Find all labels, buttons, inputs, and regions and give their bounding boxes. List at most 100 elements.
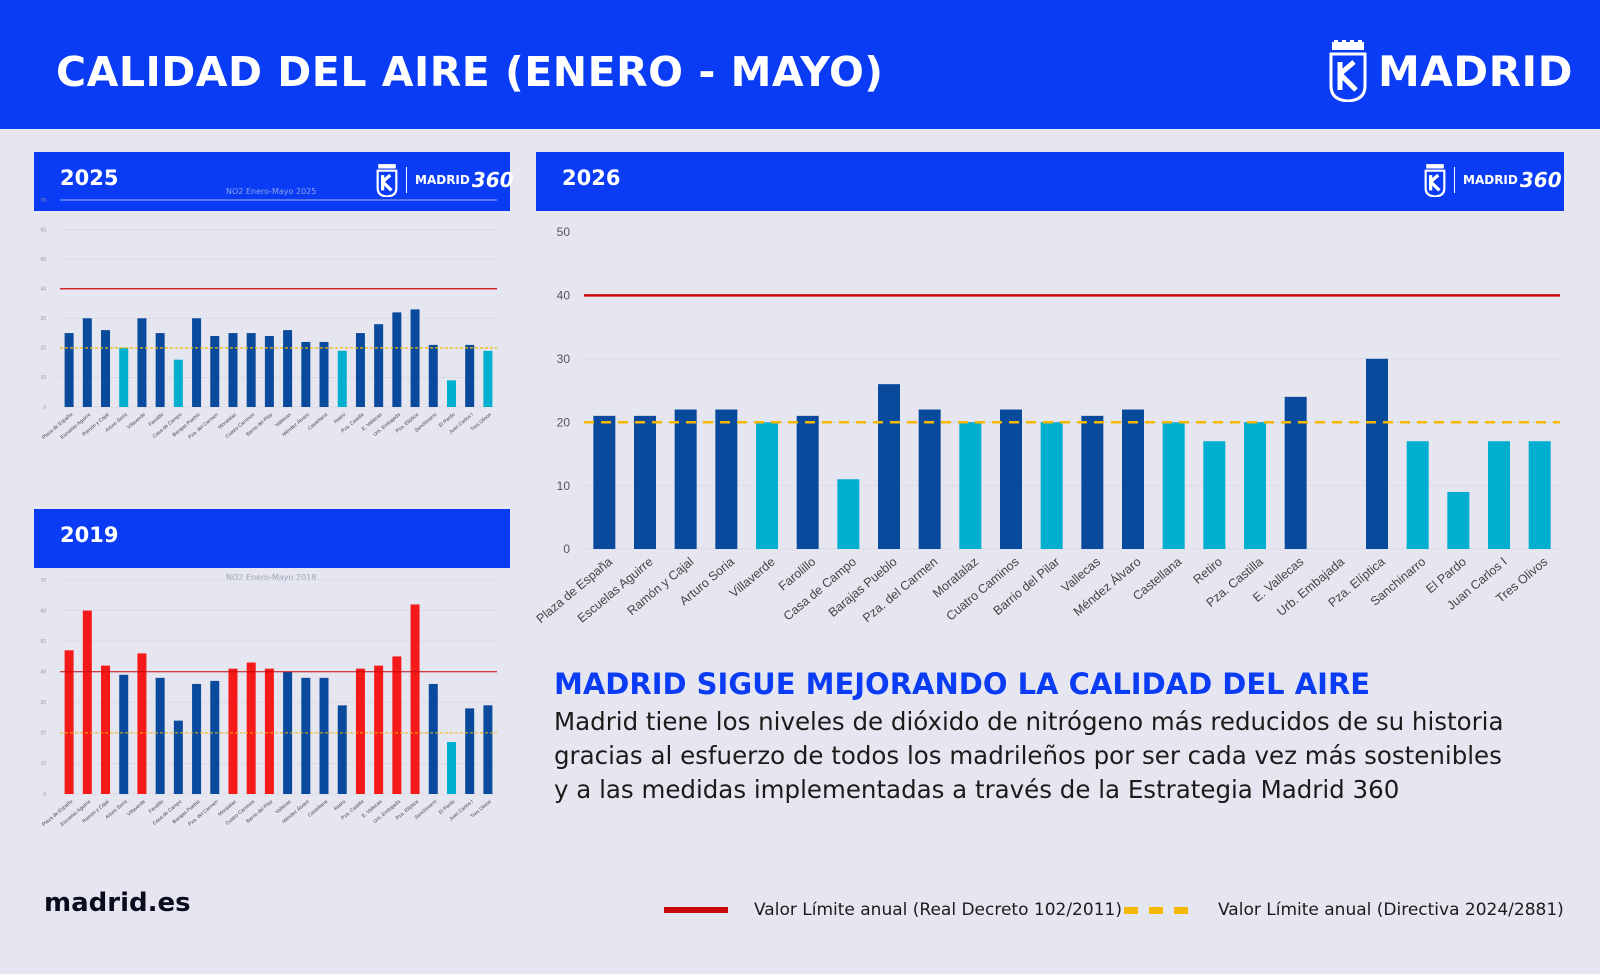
y-tick-label: 50 [557,225,571,239]
bar [82,610,92,794]
bar [301,341,311,407]
bar [192,318,202,407]
bar [319,677,329,794]
bar [878,384,900,549]
bar [337,705,347,794]
bar [374,324,384,407]
bar [1244,422,1266,549]
legend-label: Valor Límite anual (Directiva 2024/2881) [1218,900,1564,920]
madrid-logo-text: MADRID [1378,46,1573,96]
legend-swatch-dashed-yellow [1124,906,1188,914]
x-tick-label: Retiro [333,412,347,425]
bar [837,479,860,549]
x-tick-label: Retiro [333,799,347,812]
bar [1447,491,1470,549]
bar [228,668,238,794]
bar [119,347,129,407]
x-tick-label: Cuatro Caminos [944,555,1022,624]
madrid-logo[interactable]: MADRID [1328,40,1573,102]
y-tick-label: 50 [40,639,46,645]
y-tick-label: 40 [557,289,571,303]
bar [1366,358,1388,549]
bar [1122,409,1144,549]
y-tick-label: 20 [557,415,571,429]
x-tick-label: Villaverde [126,412,147,431]
y-tick-label: 20 [40,731,46,737]
bar [1406,441,1429,549]
logo-separator [406,167,407,193]
bar [674,409,697,549]
page-title: CALIDAD DEL AIRE (ENERO - MAYO) [56,48,884,96]
bar [246,333,256,407]
x-tick-label: Villaverde [126,799,147,818]
bar [355,333,365,407]
bar [1162,422,1185,549]
panel-2019-header: 2019 [34,509,510,568]
bar [959,422,982,549]
bar [119,674,129,794]
logo-separator [1454,167,1455,193]
x-tick-label: Tres Olivos [470,799,493,820]
chart-2025-title: NO2 Enero-Mayo 2025 [226,187,317,196]
bar [634,415,656,549]
bar [392,656,402,794]
y-tick-label: 10 [40,375,46,381]
bar [428,344,438,407]
bar [64,333,74,407]
bar [446,380,456,407]
x-tick-label: Plaza de España [41,412,74,441]
bar [918,409,941,549]
y-tick-label: 10 [40,761,46,767]
x-tick-label: Villaverde [727,555,778,601]
bar [337,350,347,407]
x-tick-label: Castellana [307,799,329,819]
header-bar [0,0,1600,129]
bar [101,665,111,794]
bar [1284,396,1307,549]
bar [392,312,402,407]
bar [428,683,438,794]
bar [1040,422,1063,549]
message-title: MADRID SIGUE MEJORANDO LA CALIDAD DEL AI… [554,667,1371,701]
bar [483,705,493,794]
madrid360-logo: MADRID 360 [376,161,514,199]
panel-2019-year: 2019 [60,523,119,547]
y-tick-label: 30 [557,352,571,366]
y-tick-label: 70 [40,198,46,204]
logo-word: MADRID [415,173,470,187]
x-tick-label: Pza. del Carmen [860,555,940,626]
bar [319,341,329,407]
bar [173,720,183,794]
bar [374,665,384,794]
bar [173,359,183,407]
bar [264,668,274,794]
y-tick-label: 30 [40,316,46,322]
legend-item-real-decreto: Valor Límite anual (Real Decreto 102/201… [664,900,1122,920]
bar [210,336,220,407]
x-tick-label: Plaza de España [41,799,74,828]
bar [465,708,475,794]
y-tick-label: 60 [40,227,46,233]
madrid360-logo: MADRID 360 [1424,161,1562,199]
footer-url[interactable]: madrid.es [44,888,191,918]
x-tick-label: Tres Olivos [470,412,493,433]
bar [101,330,111,407]
bar [1488,441,1510,549]
bar [210,680,220,794]
y-tick-label: 70 [40,578,46,584]
bar [483,350,493,407]
bar [137,318,147,407]
bar [155,677,165,794]
x-tick-label: Méndez Álvaro [1070,554,1144,619]
y-tick-label: 0 [43,792,46,798]
bar [756,422,778,549]
bar [82,318,92,407]
bar [465,344,475,407]
panel-2026-header: 2026 MADRID 360 [536,152,1564,211]
x-tick-label: Barajas Pueblo [826,555,900,620]
y-tick-label: 20 [40,346,46,352]
logo-number: 360 [471,168,514,192]
bar [796,415,819,549]
y-tick-label: 50 [40,257,46,263]
